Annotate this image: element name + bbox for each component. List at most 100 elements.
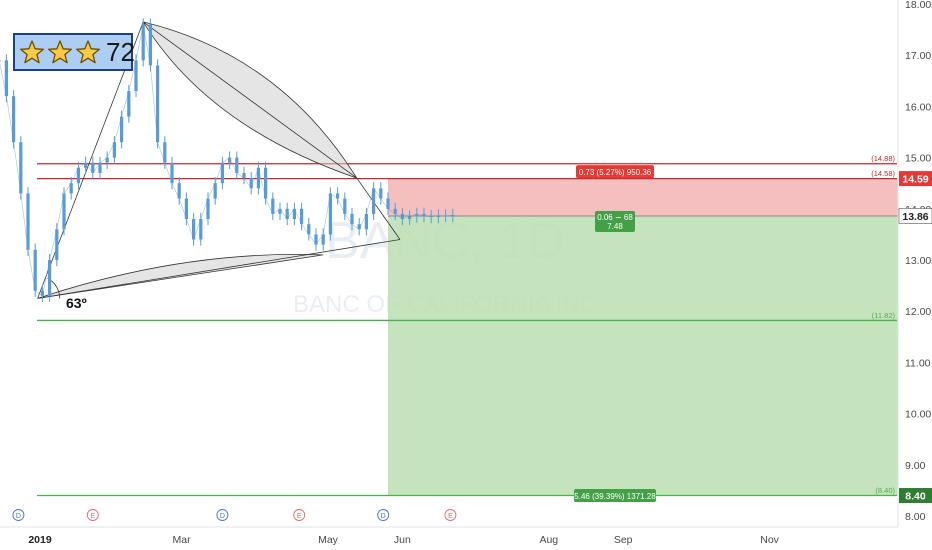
candle-body (372, 188, 376, 214)
y-tick-label: 12.00 (905, 306, 931, 318)
horizontal-lines: (14.88) (14.58) (11.82) (8.40) (37, 154, 897, 497)
candle-body (235, 157, 239, 173)
star-icon (75, 40, 101, 64)
y-tick-label: 9.00 (905, 460, 926, 472)
x-tick-label: May (318, 534, 339, 546)
rating-badge: 72 (13, 33, 135, 71)
price-badge: 14.59 (899, 171, 932, 187)
candle-body (98, 162, 102, 173)
stop-label: 0.73 (5.27%) 950.36 (576, 165, 654, 179)
x-tick-label: Nov (760, 534, 779, 546)
candle-body (271, 198, 275, 214)
horizontal-line-tag: (11.82) (872, 311, 896, 320)
candle-body (415, 213, 419, 217)
candle-body (429, 215, 433, 217)
candle-body (26, 193, 30, 250)
candle-body (76, 167, 80, 184)
pattern-arc-upper[interactable] (142, 21, 358, 179)
x-tick-label: 2019 (28, 534, 52, 546)
candle-body (156, 65, 160, 143)
y-tick-label: 17.00 (905, 50, 931, 62)
earnings-marker[interactable]: E (86, 509, 99, 521)
svg-text:E: E (90, 513, 95, 520)
svg-text:0.73 (5.27%) 950.36: 0.73 (5.27%) 950.36 (579, 168, 652, 177)
candle-body (436, 215, 440, 217)
candle-body (307, 224, 311, 235)
candle-body (350, 213, 354, 225)
candle-body (314, 234, 318, 245)
candle-body (141, 24, 145, 61)
horizontal-line-tag: (14.88) (871, 154, 895, 163)
y-tick-label: 18.00 (905, 0, 931, 11)
candle-body (228, 157, 232, 163)
candle-body (33, 249, 37, 291)
candle-body (184, 198, 188, 220)
svg-text:E: E (448, 513, 453, 520)
x-tick-label: Mar (173, 534, 192, 546)
candle-body (206, 198, 210, 220)
candle-body (134, 60, 138, 92)
earnings-marker[interactable]: E (444, 509, 457, 521)
candle-body (242, 172, 246, 179)
annotations: 0.73 (5.27%) 950.36 5.46 (39.39%) 1371.28… (66, 165, 656, 503)
candle-body (300, 208, 304, 225)
candle-body (422, 213, 426, 216)
price-badge: 13.86 (898, 208, 932, 224)
pattern-line[interactable] (356, 177, 401, 240)
dividend-marker[interactable]: D (216, 509, 229, 521)
candle-body (328, 193, 332, 235)
candle-body (213, 183, 217, 199)
candle-body (386, 198, 390, 209)
pattern-triangle-up[interactable] (37, 21, 144, 299)
y-tick-label: 13.00 (905, 255, 931, 267)
candle-body (69, 183, 73, 194)
svg-text:5.46 (39.39%) 1371.28: 5.46 (39.39%) 1371.28 (574, 492, 656, 501)
candle-body (285, 208, 289, 220)
candle-body (0, 60, 1, 62)
pattern-line[interactable] (37, 239, 401, 299)
candle-body (91, 162, 95, 173)
dividend-marker[interactable]: D (12, 509, 25, 521)
candle-body (278, 208, 282, 214)
candle-body (379, 188, 383, 199)
x-tick-label: Sep (614, 534, 633, 546)
candle-body (249, 178, 253, 189)
candle-body (120, 116, 124, 143)
candle-body (19, 142, 23, 194)
svg-text:D: D (220, 513, 225, 520)
candle-body (48, 260, 52, 296)
candle-body (170, 162, 174, 184)
candle-body (336, 193, 340, 199)
earnings-marker[interactable]: E (293, 509, 306, 521)
candle-body (408, 216, 412, 220)
svg-text:7.48: 7.48 (607, 222, 623, 231)
candle-body (199, 219, 203, 240)
target-zone (388, 215, 898, 496)
price-series (0, 18, 455, 302)
y-tick-label: 8.00 (905, 511, 926, 523)
y-tick-label: 15.00 (905, 153, 931, 165)
candle-body (364, 213, 368, 230)
time-axis[interactable]: 2019 Mar May Jun Aug Sep Nov (0, 526, 898, 546)
candle-body (84, 162, 88, 168)
svg-text:14.59: 14.59 (902, 174, 928, 186)
svg-text:0.06 ∼ 68: 0.06 ∼ 68 (597, 213, 633, 222)
candle-body (4, 60, 8, 97)
candle-body (148, 24, 152, 66)
svg-text:D: D (16, 513, 21, 520)
angle-label: 63º (66, 295, 87, 311)
stop-zone (388, 178, 898, 216)
candle-body (393, 208, 397, 214)
pattern-arc-lower[interactable] (37, 254, 324, 299)
candle-body (343, 198, 347, 214)
svg-text:D: D (381, 513, 386, 520)
pattern-drawings (37, 21, 401, 299)
candle-body (12, 96, 16, 143)
horizontal-line-tag: (8.40) (875, 486, 895, 495)
target-label: 5.46 (39.39%) 1371.28 (574, 489, 656, 503)
dividend-marker[interactable]: D (377, 509, 390, 521)
price-axis[interactable]: 18.0017.0016.0015.0014.0013.0012.0011.00… (897, 0, 932, 527)
candle-body (105, 157, 109, 163)
